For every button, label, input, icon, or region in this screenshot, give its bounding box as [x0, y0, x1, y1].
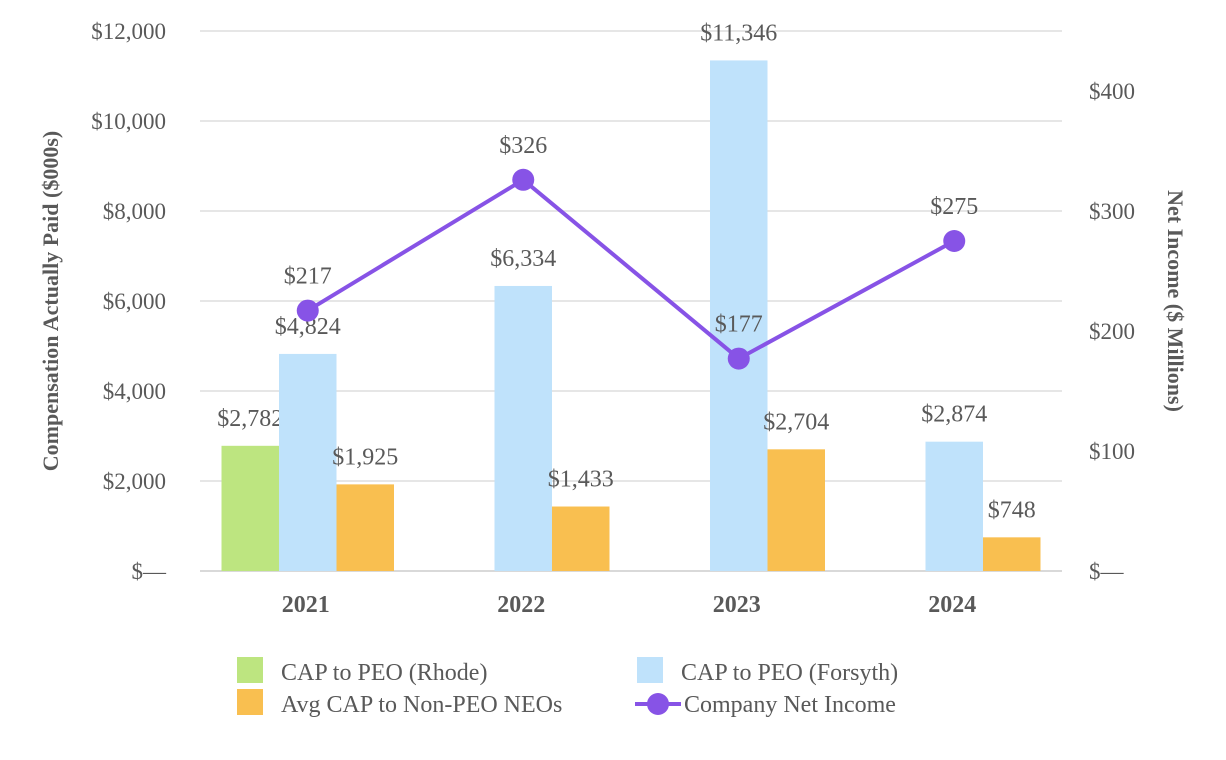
left-tick-label: $2,000 — [103, 469, 166, 494]
left-tick-label: $6,000 — [103, 289, 166, 314]
line-path — [306, 177, 956, 362]
bar-data-label: $1,925 — [332, 444, 398, 470]
legend-swatch — [637, 657, 663, 683]
line-data-label: $326 — [499, 133, 547, 159]
line-point — [296, 299, 319, 322]
legend: CAP to PEO (Rhode) CAP to PEO (Forsyth) Av… — [237, 657, 898, 718]
line-point — [727, 347, 750, 370]
net-income-line: $217 $326 $177 $275 — [284, 133, 978, 370]
right-axis-title: Net Income ($ Millions) — [1163, 190, 1188, 412]
bar-data-label: $748 — [988, 497, 1036, 523]
right-tick-label: $— — [1089, 559, 1125, 584]
left-tick-label: $10,000 — [91, 109, 166, 134]
legend-label: Avg CAP to Non-PEO NEOs — [281, 692, 562, 718]
category-label: 2021 — [282, 592, 330, 618]
bar-2021-2 — [336, 484, 394, 571]
legend-label: CAP to PEO (Rhode) — [281, 660, 487, 686]
right-tick-label: $300 — [1089, 199, 1135, 224]
bar-2024-1 — [925, 441, 983, 571]
left-tick-label: $8,000 — [103, 199, 166, 224]
bar-data-label: $6,334 — [490, 246, 556, 272]
bar-2022-2 — [552, 506, 610, 571]
left-tick-label: $— — [132, 559, 168, 584]
right-tick-label: $400 — [1089, 79, 1135, 104]
bar-data-label: $1,433 — [548, 467, 614, 493]
line-data-label: $275 — [930, 194, 978, 220]
line-data-label: $217 — [284, 264, 332, 290]
bar-data-label: $2,874 — [921, 402, 987, 428]
bars: $2,782$4,824$6,334$11,346$2,874$1,925$1,… — [217, 20, 1041, 572]
legend-marker — [647, 693, 669, 715]
line-data-label: $177 — [715, 312, 763, 338]
legend-swatch — [237, 689, 263, 715]
category-label: 2023 — [713, 592, 761, 618]
legend-swatch — [237, 657, 263, 683]
bar-2022-1 — [494, 285, 552, 571]
bar-data-label: $2,782 — [217, 406, 283, 432]
left-tick-label: $12,000 — [91, 19, 166, 44]
bar-data-label: $11,346 — [700, 20, 777, 46]
bar-2023-2 — [767, 449, 825, 571]
line-point — [943, 230, 966, 252]
category-label: 2022 — [497, 592, 545, 618]
bar-2021-1 — [279, 353, 337, 571]
category-labels: 2021 2022 2023 2024 — [282, 592, 977, 618]
bar-2024-2 — [983, 537, 1041, 571]
left-tick-label: $4,000 — [103, 379, 166, 404]
bar-data-label: $2,704 — [763, 409, 829, 435]
gridlines — [200, 30, 1062, 572]
legend-item-2: Avg CAP to Non-PEO NEOs — [237, 689, 562, 718]
bar-2023-1 — [710, 60, 768, 572]
legend-item-0: CAP to PEO (Rhode) — [237, 657, 487, 686]
left-axis-ticks: $— $2,000 $4,000 $6,000 $8,000 $10,000 $12,000 — [91, 19, 167, 584]
legend-label: CAP to PEO (Forsyth) — [681, 660, 898, 686]
right-tick-label: $200 — [1089, 319, 1135, 344]
legend-label: Company Net Income — [684, 692, 896, 718]
legend-item-3: Company Net Income — [635, 692, 896, 718]
right-tick-label: $100 — [1089, 439, 1135, 464]
line-point — [512, 168, 535, 191]
right-axis-ticks: $— $100 $200 $300 $400 — [1089, 79, 1135, 584]
category-label: 2024 — [928, 592, 976, 618]
left-axis-title: Compensation Actually Paid ($000s) — [38, 131, 63, 471]
legend-item-1: CAP to PEO (Forsyth) — [637, 657, 898, 686]
bar-2021-0 — [221, 445, 279, 571]
